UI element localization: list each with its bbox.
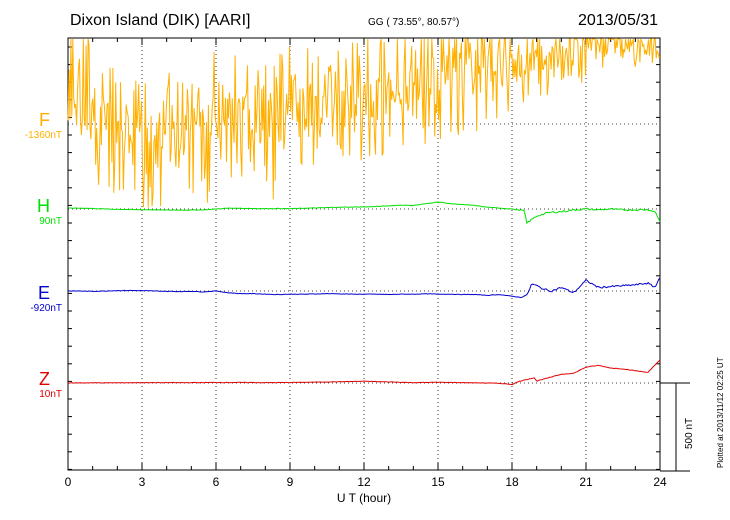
baseline-f: -1360nT	[24, 130, 62, 141]
x-tick-label: 0	[65, 475, 72, 489]
component-name-e: E	[37, 283, 50, 303]
x-axis-title: U T (hour)	[337, 491, 391, 505]
plotted-timestamp: Plotted at 2013/11/12 02:25 UT	[716, 357, 725, 468]
station-coordinates: GG ( 73.55°, 80.57°)	[368, 17, 460, 28]
label-z: Z 10nT	[0, 369, 62, 401]
x-tick-label: 12	[357, 475, 371, 489]
x-tick-label: 21	[579, 475, 593, 489]
plot-date: 2013/05/31	[578, 12, 659, 29]
scale-bar-label: 500 nT	[684, 418, 695, 449]
label-e: E -920nT	[0, 283, 62, 315]
series-line-f	[67, 38, 661, 208]
component-name-h: H	[37, 196, 50, 216]
series-line-e	[67, 277, 661, 299]
baseline-e: -920nT	[30, 303, 62, 314]
x-tick-label: 15	[431, 475, 445, 489]
series-line-h	[67, 201, 661, 225]
component-name-z: Z	[39, 369, 50, 389]
baseline-h: 90nT	[39, 216, 62, 227]
baseline-z: 10nT	[39, 389, 62, 400]
x-tick-label: 6	[213, 475, 220, 489]
station-title: Dixon Island (DIK) [AARI]	[70, 12, 251, 29]
series-line-z	[68, 359, 661, 386]
x-tick-label: 24	[653, 475, 667, 489]
x-tick-label: 18	[505, 475, 519, 489]
component-name-f: F	[39, 110, 50, 130]
x-tick-label: 3	[139, 475, 146, 489]
x-tick-label: 9	[287, 475, 294, 489]
label-f: F -1360nT	[0, 110, 62, 142]
label-h: H 90nT	[0, 196, 62, 228]
